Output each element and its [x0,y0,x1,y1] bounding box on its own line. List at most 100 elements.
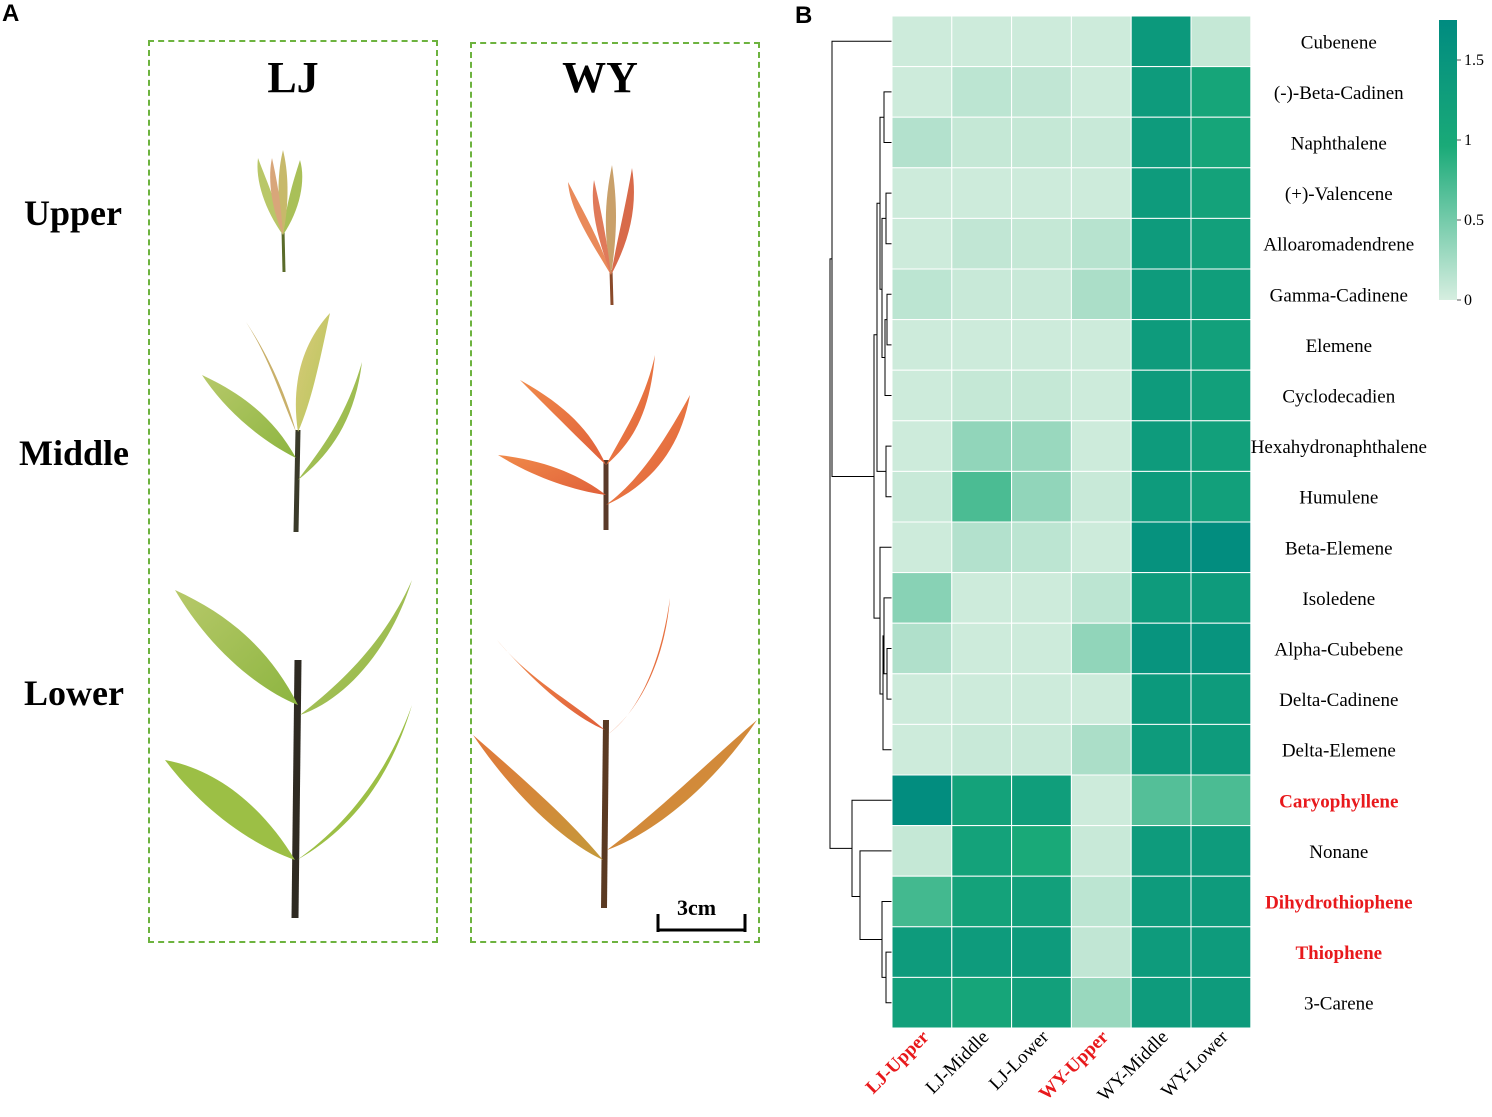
heatmap-cell [1130,521,1192,574]
heatmap-cell [891,217,953,270]
dendrogram-link [884,319,892,396]
lj-middle-shoot [202,313,362,533]
wy-column-title: WY [562,53,638,102]
wy-upper-shoot [568,165,634,306]
heatmap-cell [891,369,953,422]
heatmap-cell [1130,825,1192,877]
heatmap-cell [1190,926,1252,978]
heatmap-cell [1130,926,1192,978]
colorbar-tick-label: 0 [1464,292,1472,309]
row-label: Elemene [1306,336,1372,357]
heatmap-cells [891,15,1252,1029]
heatmap-cell [1130,774,1192,827]
heatmap-cell [1011,875,1072,928]
wy-box [470,42,760,943]
heatmap-cell [891,116,953,169]
colorbar-tick-label: 0.5 [1464,212,1484,229]
heatmap-cell [1190,976,1252,1029]
row-label: Beta-Elemene [1285,538,1393,559]
dendrogram-link [831,40,892,477]
heatmap-cell [951,875,1013,928]
row-label: Cubenene [1301,32,1377,53]
heatmap-cell [891,673,953,725]
heatmap-cell [891,66,953,118]
row-label: Caryophyllene [1279,791,1398,812]
heatmap-cell [951,319,1013,371]
heatmap-cell [1070,723,1132,776]
row-label-middle: Middle [19,433,130,473]
heatmap-cell [1070,369,1132,422]
heatmap-cell [1070,268,1132,321]
heatmap-cell [1011,15,1072,68]
heatmap-cell [1130,217,1192,270]
dendrogram-link [886,648,892,700]
heatmap-cell [951,774,1013,827]
heatmap-cell [891,470,953,523]
heatmap-cell [891,926,953,978]
heatmap-cell [951,268,1013,321]
heatmap-cell [1190,774,1252,827]
colorbar-tick-label: 1.5 [1464,52,1484,69]
row-label: (-)-Beta-Cadinen [1274,83,1404,104]
colorbar: 0 0.5 1 1.5 [1439,20,1484,309]
heatmap-cell [891,319,953,371]
heatmap-cell [1130,420,1192,472]
heatmap-cell [1070,622,1132,675]
heatmap-cell [1130,875,1192,928]
heatmap-cell [891,15,953,68]
row-label: Isoledene [1302,589,1375,610]
heatmap-cell [1190,875,1252,928]
heatmap-cell [951,116,1013,169]
heatmap-cell [951,66,1013,118]
dendrogram-link [885,445,892,498]
wy-middle-shoot [498,355,690,530]
heatmap-cell [1011,926,1072,978]
colorbar-tick-label: 1 [1464,132,1472,149]
heatmap-cell [1190,116,1252,169]
heatmap-cell [1011,723,1072,776]
dendrogram-link [882,635,892,751]
heatmap-cell [1070,926,1132,978]
lj-lower-shoot [165,580,412,919]
panel-a-letter: A [2,0,20,27]
dendrogram-link [851,799,892,897]
heatmap-cell [1130,572,1192,624]
row-label: Humulene [1299,488,1378,509]
dendrogram-link [881,901,892,978]
dendrogram-link [876,202,886,472]
heatmap-cell [1070,66,1132,118]
heatmap-cell [1130,369,1192,422]
scale-bar-label: 3cm [677,895,717,920]
heatmap-cell [1190,521,1252,574]
heatmap-cell [951,622,1013,675]
heatmap-cell [1190,470,1252,523]
heatmap-cell [951,167,1013,219]
heatmap-cell [1011,217,1072,270]
dendrogram-link [883,597,892,675]
heatmap-cell [1070,825,1132,877]
heatmap-cell [951,15,1013,68]
heatmap-cell [951,673,1013,725]
heatmap-cell [1070,470,1132,523]
dendrogram-link [883,91,892,143]
heatmap-cell [1011,825,1072,877]
lj-column-title: LJ [267,53,319,102]
heatmap-cell [891,875,953,928]
row-label: Delta-Cadinene [1279,690,1398,711]
heatmap-cell [1130,723,1192,776]
dendrogram-link [885,951,892,1004]
row-label: Nonane [1309,842,1368,863]
heatmap-cell [951,825,1013,877]
heatmap-cell [1070,217,1132,270]
lj-upper-shoot [257,150,303,273]
heatmap-cell [951,926,1013,978]
heatmap-cell [1190,319,1252,371]
heatmap-cell [951,572,1013,624]
heatmap-cell [1011,774,1072,827]
heatmap-cell [1190,420,1252,472]
row-label-upper: Upper [24,193,122,233]
heatmap-cell [1190,167,1252,219]
row-label: Cyclodecadien [1282,387,1395,408]
heatmap-cell [1130,319,1192,371]
heatmap-cell [891,723,953,776]
